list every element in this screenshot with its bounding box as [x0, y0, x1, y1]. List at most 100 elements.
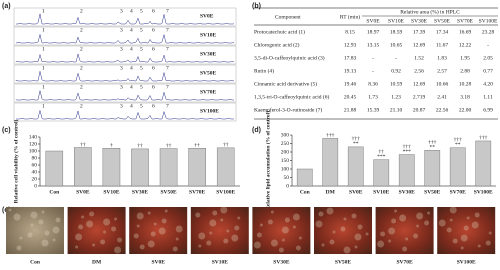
stain-texture — [234, 225, 240, 231]
stain-texture — [153, 222, 157, 226]
stain-texture — [477, 244, 481, 248]
stain-texture — [147, 240, 155, 248]
bar — [102, 147, 121, 187]
stain-texture — [463, 225, 469, 231]
significance-label: ††† — [454, 137, 463, 143]
significance-label: *** — [403, 149, 412, 155]
stain-texture — [259, 223, 263, 227]
y-tick-label: 20 — [32, 176, 38, 182]
table-cell: 18.59 — [390, 29, 403, 35]
stain-texture — [220, 218, 224, 222]
image-label: DM — [92, 259, 102, 265]
y-tick-label: 120 — [29, 141, 38, 147]
table-cell: 3.18 — [460, 94, 470, 100]
peak-label: 2 — [80, 84, 83, 90]
x-tick-label: SV0E — [349, 189, 363, 195]
bar — [424, 150, 441, 187]
peak-label: 7 — [166, 8, 169, 14]
panel-label: (a) — [2, 3, 11, 10]
table-cell: 13.15 — [367, 42, 380, 48]
table-row-header: Protocatechuic acid (1) — [254, 28, 305, 35]
peak-label: 7 — [166, 46, 169, 52]
chromatogram-trace — [15, 52, 235, 63]
x-tick-label: SV10E — [103, 189, 120, 195]
peak-label: 2 — [80, 46, 83, 52]
table-cell: 2.05 — [483, 55, 493, 61]
stain-texture — [175, 225, 183, 233]
x-tick-label: Con — [300, 189, 310, 195]
table-cell: - — [372, 68, 374, 74]
table-cell: 22.56 — [436, 107, 449, 113]
x-tick-label: SV30E — [132, 189, 149, 195]
x-tick-label: Con — [49, 189, 59, 195]
table-cell: 17.39 — [413, 29, 426, 35]
peak-label: 2 — [80, 103, 83, 109]
table-cell: 12.69 — [413, 81, 426, 87]
stain-texture — [13, 213, 21, 221]
table-row-header: 1,3,5-tri-O-caffeoylquinic acid (6) — [254, 93, 330, 100]
y-tick-label: 100 — [281, 166, 290, 172]
significance-label: ** — [430, 145, 436, 151]
stain-texture — [270, 239, 278, 247]
stain-texture — [136, 212, 144, 220]
stain-texture — [237, 216, 241, 220]
stain-texture — [485, 240, 491, 246]
table-cell: 10.66 — [436, 81, 449, 87]
stain-texture — [78, 224, 84, 230]
stain-texture — [44, 230, 50, 236]
peak-label: 5 — [140, 84, 143, 90]
peak-label: 4 — [130, 46, 133, 52]
y-tick-label: 140 — [29, 134, 38, 140]
peak-label: 3 — [120, 103, 123, 109]
peak-label: 4 — [130, 84, 133, 90]
y-axis-label: Relative lipid accumulation (% of contro… — [264, 111, 271, 210]
chromatogram-frame — [13, 102, 237, 122]
peak-label: 4 — [130, 103, 133, 109]
table-cell: 1.73 — [368, 94, 378, 100]
table-cell: 1.95 — [460, 55, 470, 61]
stain-texture — [223, 238, 229, 244]
stain-texture — [19, 236, 23, 240]
peak-label: 7 — [166, 84, 169, 90]
table-row-header: Chlorogenic acid (2) — [254, 41, 300, 48]
stain-texture — [267, 219, 273, 225]
peak-label: 7 — [166, 27, 169, 33]
stain-image — [314, 207, 372, 254]
stain-texture — [292, 225, 296, 229]
chromatogram-trace — [15, 90, 234, 101]
chromatogram-label: SV100E — [200, 108, 219, 114]
stain-texture — [488, 231, 492, 235]
peak-label: 5 — [140, 65, 143, 71]
stain-texture — [416, 212, 424, 220]
stain-texture — [343, 246, 351, 254]
peak-label: 5 — [140, 103, 143, 109]
table-cell: 10.59 — [390, 81, 403, 87]
stain-texture — [27, 232, 33, 238]
table-subheader: SV100E — [479, 18, 498, 24]
bar — [475, 140, 492, 187]
x-tick-label: SV100E — [474, 189, 493, 195]
table-cell: 17.34 — [436, 29, 449, 35]
chromatogram-frame — [13, 64, 237, 84]
stain-texture — [175, 237, 179, 241]
stain-image — [437, 207, 496, 254]
stain-texture — [209, 219, 217, 227]
table-cell: 20.87 — [413, 107, 426, 113]
peak-label: 2 — [80, 65, 83, 71]
stain-texture — [209, 231, 213, 235]
y-tick-label: 0 — [34, 183, 37, 189]
stain-texture — [147, 211, 151, 215]
table-cell: 1.52 — [414, 55, 424, 61]
significance-label: ** — [455, 142, 461, 148]
stain-texture — [413, 233, 419, 239]
stain-texture — [416, 224, 420, 228]
table-cell: 12.22 — [459, 42, 472, 48]
stain-texture — [226, 229, 230, 233]
table-row-header: Kaempferol-3-O-rutinoside (7) — [254, 106, 322, 113]
y-tick-label: 100 — [29, 148, 38, 154]
table-subheader: SV30E — [411, 18, 428, 24]
stain-texture — [292, 213, 300, 221]
peak-label: 7 — [166, 65, 169, 71]
stain-texture — [158, 227, 166, 235]
